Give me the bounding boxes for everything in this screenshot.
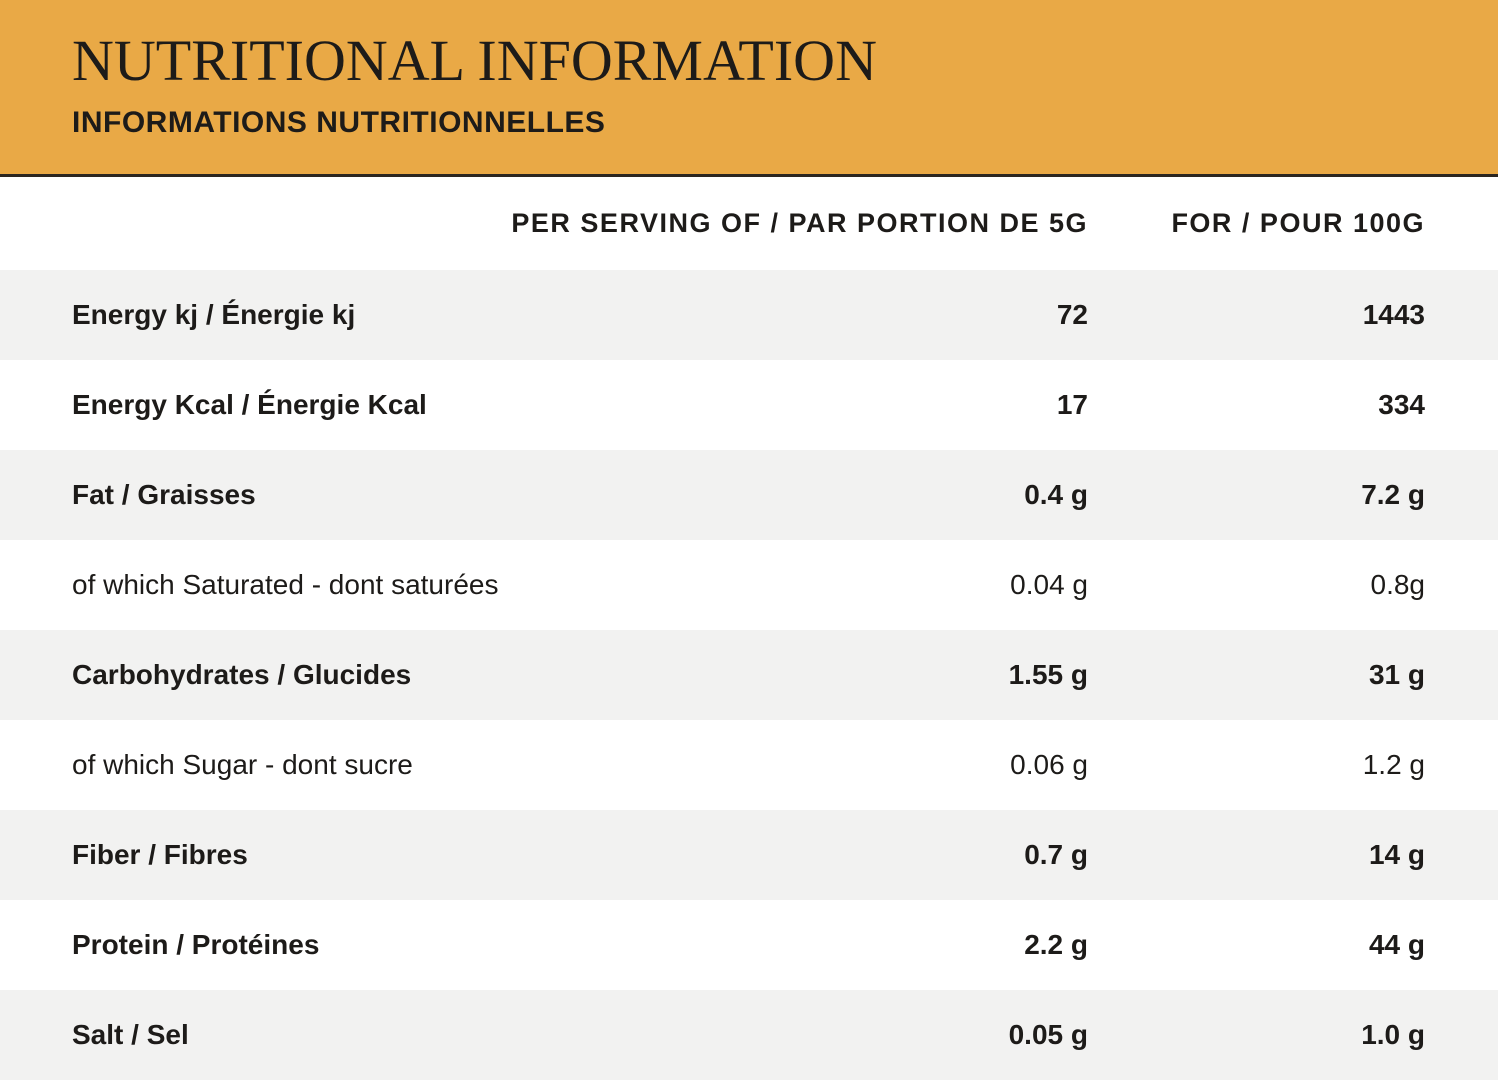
column-header-per-100g: FOR / POUR 100G	[1171, 208, 1425, 238]
row-label: Carbohydrates / Glucides	[72, 659, 412, 690]
table-row: Protein / Protéines 2.2 g 44 g	[0, 900, 1498, 990]
row-value-per-100g: 14 g	[1368, 839, 1425, 870]
header-banner: NUTRITIONAL INFORMATION INFORMATIONS NUT…	[0, 0, 1498, 177]
row-value-per-serving: 0.06 g	[1010, 749, 1088, 780]
row-label: Energy Kcal / Énergie Kcal	[72, 389, 427, 420]
row-label: Protein / Protéines	[72, 929, 320, 960]
nutrition-table: Energy kj / Énergie kj 72 1443 Energy Kc…	[0, 270, 1498, 1080]
table-row: Energy kj / Énergie kj 72 1443	[0, 270, 1498, 360]
table-row: of which Saturated - dont saturées 0.04 …	[0, 540, 1498, 630]
page-title: NUTRITIONAL INFORMATION	[72, 28, 877, 93]
row-value-per-serving: 0.04 g	[1010, 569, 1088, 600]
row-value-per-100g: 334	[1378, 389, 1425, 420]
row-value-per-serving: 17	[1056, 389, 1088, 420]
row-label: Energy kj / Énergie kj	[72, 299, 356, 330]
row-value-per-100g: 1.2 g	[1362, 749, 1425, 780]
row-label: of which Saturated - dont saturées	[72, 569, 499, 600]
row-value-per-serving: 0.7 g	[1024, 839, 1088, 870]
table-row: Salt / Sel 0.05 g 1.0 g	[0, 990, 1498, 1080]
row-value-per-serving: 2.2 g	[1024, 929, 1088, 960]
table-row: Carbohydrates / Glucides 1.55 g 31 g	[0, 630, 1498, 720]
row-value-per-serving: 72	[1056, 299, 1088, 330]
row-value-per-serving: 1.55 g	[1008, 659, 1088, 690]
table-row: Fiber / Fibres 0.7 g 14 g	[0, 810, 1498, 900]
row-value-per-100g: 44 g	[1368, 929, 1425, 960]
table-row: of which Sugar - dont sucre 0.06 g 1.2 g	[0, 720, 1498, 810]
row-value-per-100g: 1443	[1362, 299, 1425, 330]
row-value-per-100g: 0.8g	[1370, 569, 1426, 600]
row-label: Fat / Graisses	[72, 479, 256, 510]
row-label: Salt / Sel	[72, 1019, 189, 1050]
table-row: Fat / Graisses 0.4 g 7.2 g	[0, 450, 1498, 540]
row-value-per-serving: 0.05 g	[1008, 1019, 1088, 1050]
row-value-per-100g: 31 g	[1368, 659, 1425, 690]
column-header-per-serving: PER SERVING OF / PAR PORTION DE 5G	[511, 208, 1088, 238]
row-label: of which Sugar - dont sucre	[72, 749, 413, 780]
row-value-per-100g: 7.2 g	[1361, 479, 1425, 510]
row-label: Fiber / Fibres	[72, 839, 248, 870]
table-column-headers: PER SERVING OF / PAR PORTION DE 5G FOR /…	[0, 177, 1498, 270]
row-value-per-100g: 1.0 g	[1361, 1019, 1425, 1050]
row-value-per-serving: 0.4 g	[1024, 479, 1088, 510]
page-subtitle: INFORMATIONS NUTRITIONNELLES	[72, 106, 606, 139]
table-row: Energy Kcal / Énergie Kcal 17 334	[0, 360, 1498, 450]
